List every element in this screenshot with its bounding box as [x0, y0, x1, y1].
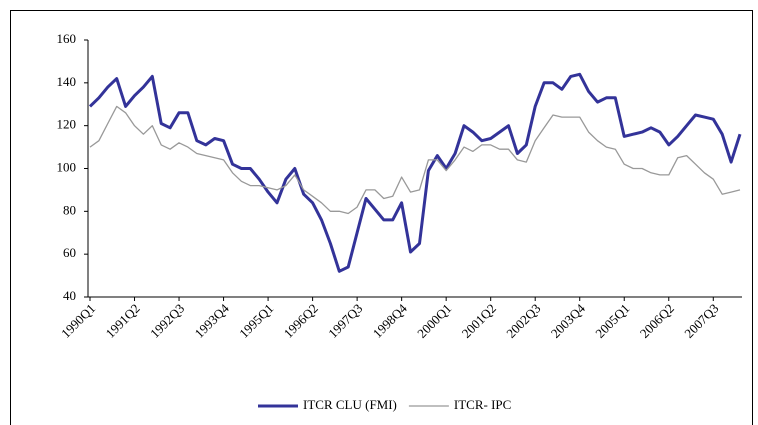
x-tick-label: 2002Q3 — [503, 301, 543, 341]
x-tick-label: 2001Q2 — [459, 301, 499, 341]
legend-label: ITCR CLU (FMI) — [303, 397, 397, 412]
line-series — [89, 105, 741, 215]
x-tick-label: 1995Q1 — [236, 301, 276, 341]
line-series — [88, 72, 742, 273]
x-tick-label: 2003Q4 — [548, 300, 589, 341]
x-tick-label: 1990Q1 — [58, 301, 98, 341]
x-tick-label: 1993Q4 — [192, 300, 233, 341]
legend-label: ITCR- IPC — [454, 397, 511, 412]
y-tick-label: 120 — [57, 117, 77, 132]
y-tick-label: 100 — [57, 159, 77, 174]
x-tick-label: 1996Q2 — [281, 301, 321, 341]
y-tick-label: 160 — [57, 31, 77, 46]
y-tick-label: 80 — [63, 202, 76, 217]
x-tick-label: 2007Q3 — [681, 301, 721, 341]
x-tick-label: 1998Q4 — [370, 300, 411, 341]
x-tick-label: 2006Q2 — [637, 301, 677, 341]
x-tick-label: 2005Q1 — [592, 301, 632, 341]
x-tick-label: 1997Q3 — [325, 301, 365, 341]
x-tick-label: 2000Q1 — [414, 301, 454, 341]
x-tick-label: 1991Q2 — [103, 301, 143, 341]
y-tick-label: 60 — [63, 245, 76, 260]
chart-border — [10, 10, 753, 425]
x-tick-label: 1992Q3 — [147, 301, 187, 341]
y-tick-label: 40 — [63, 288, 76, 303]
y-tick-label: 140 — [57, 74, 77, 89]
